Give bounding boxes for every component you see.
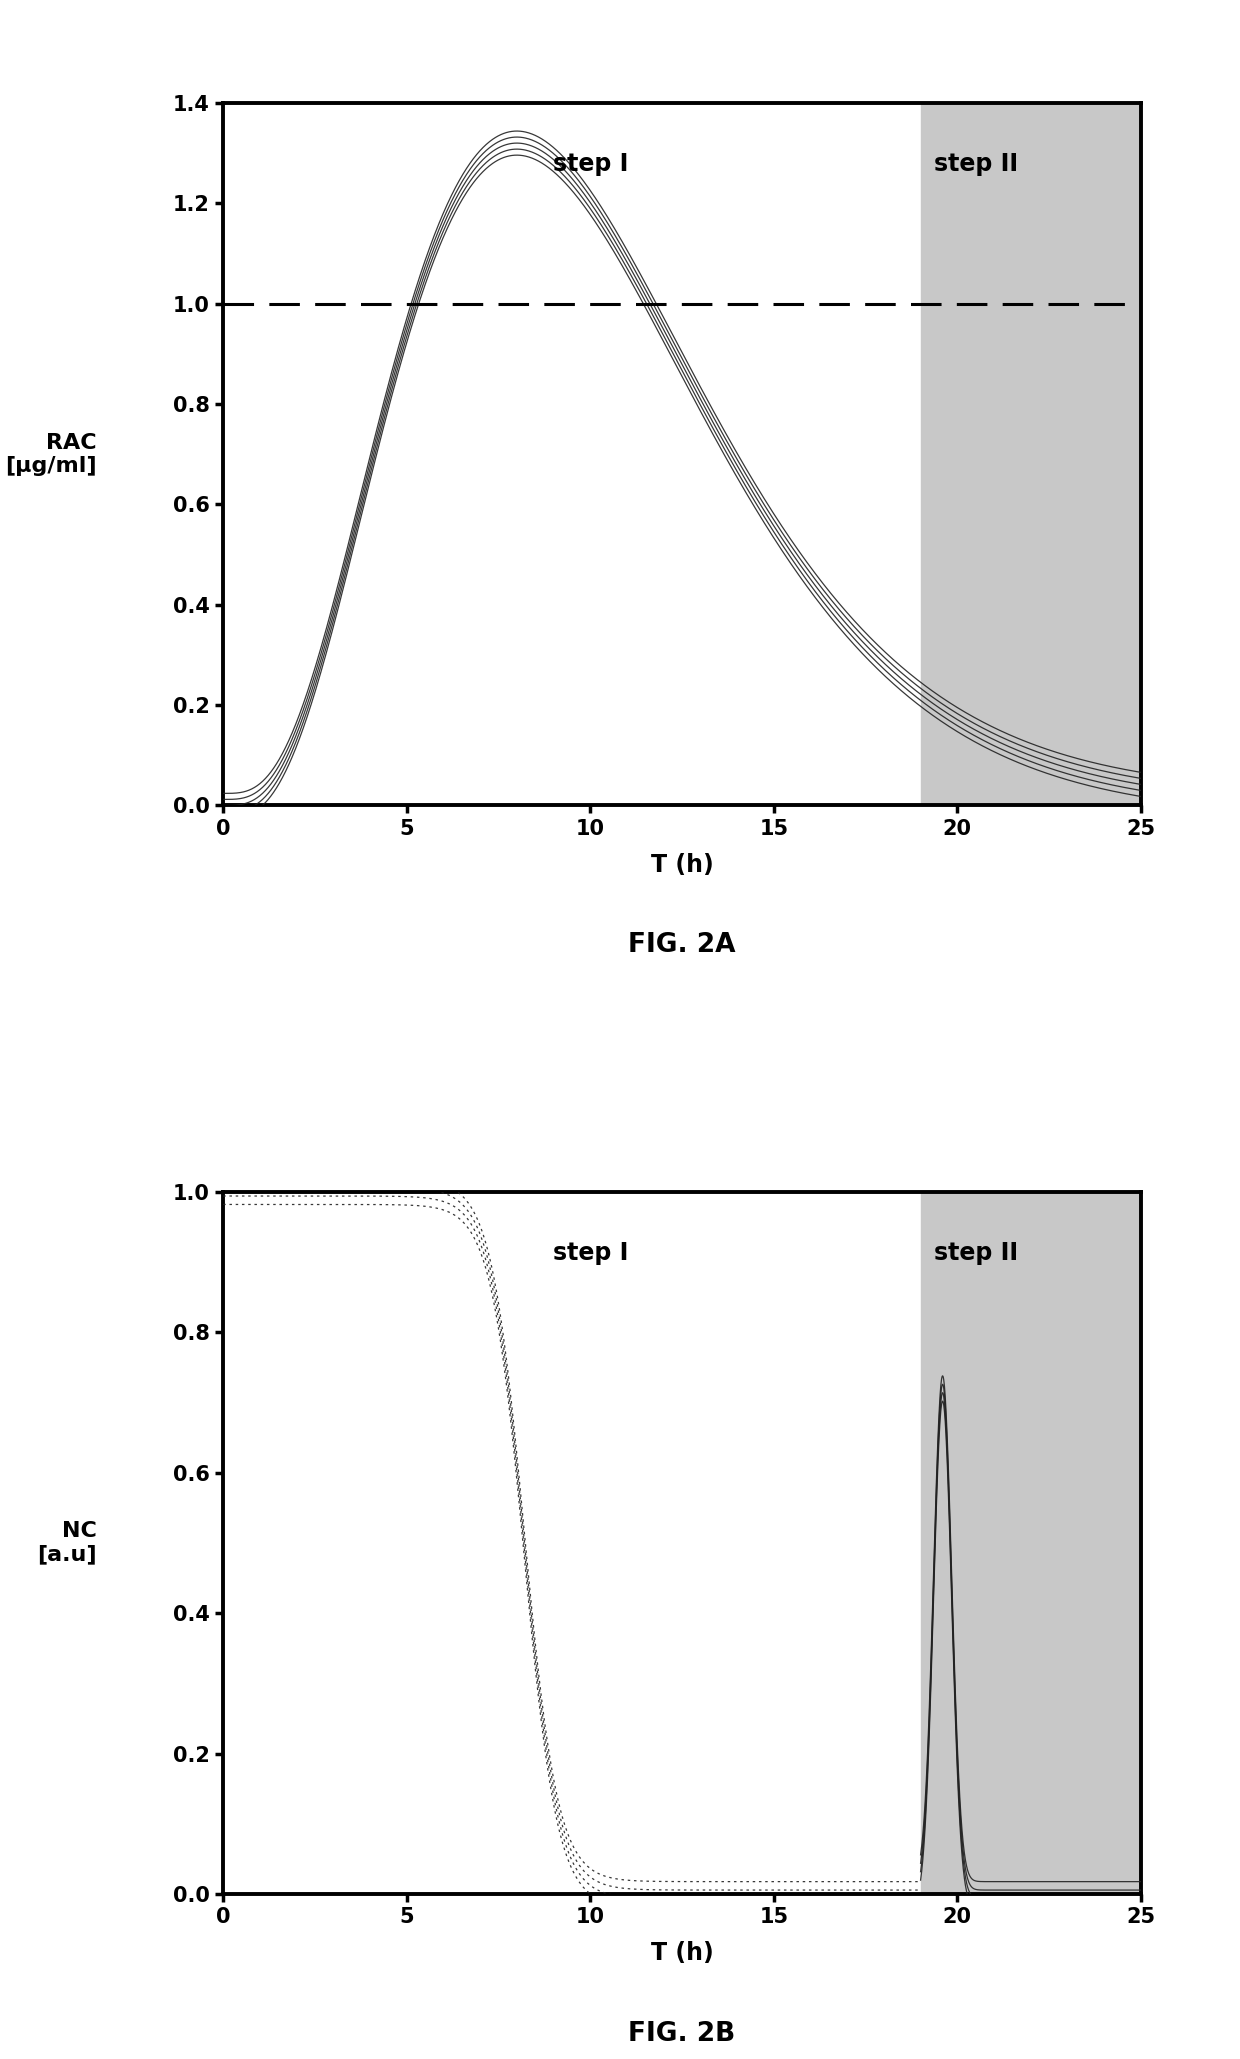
- X-axis label: T (h): T (h): [651, 1942, 713, 1966]
- Y-axis label: NC
[a.u]: NC [a.u]: [37, 1522, 97, 1565]
- Text: step II: step II: [934, 1242, 1018, 1264]
- Text: FIG. 2A: FIG. 2A: [629, 933, 735, 957]
- Bar: [920, 1192, 1141, 1894]
- Text: step I: step I: [553, 152, 627, 177]
- Text: step II: step II: [934, 152, 1018, 177]
- Bar: [920, 103, 1141, 805]
- Y-axis label: RAC
[μg/ml]: RAC [μg/ml]: [5, 432, 97, 476]
- Text: FIG. 2B: FIG. 2B: [629, 2020, 735, 2047]
- X-axis label: T (h): T (h): [651, 852, 713, 877]
- Text: step I: step I: [553, 1242, 627, 1264]
